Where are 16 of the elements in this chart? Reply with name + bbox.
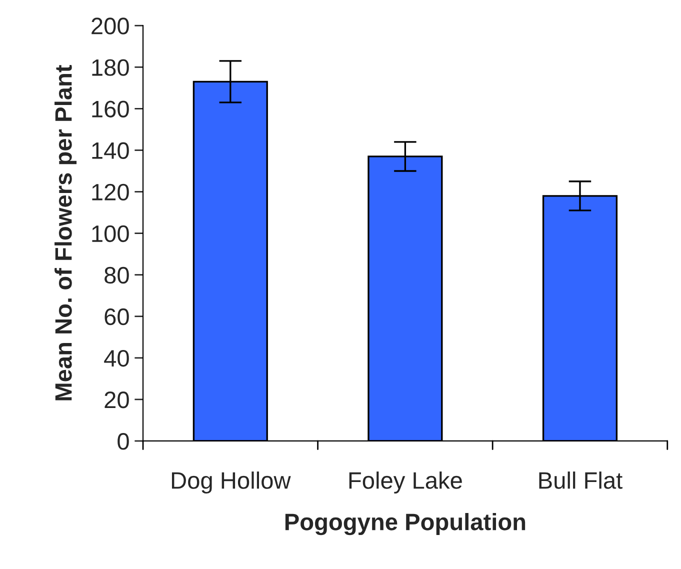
y-tick-label: 60 [104, 308, 129, 326]
y-tick-label: 40 [104, 350, 129, 367]
y-tick-label: 100 [92, 225, 129, 242]
y-tick-label: 120 [92, 184, 129, 201]
x-tick-label: Foley Lake [349, 472, 462, 494]
y-tick-label: 180 [92, 59, 129, 76]
y-tick-label: 200 [92, 18, 129, 34]
y-tick-label: 20 [104, 392, 129, 408]
y-tick-label: 140 [92, 142, 129, 160]
y-tick-label: 0 [118, 433, 129, 450]
x-tick-label: Dog Hollow [172, 472, 291, 494]
y-axis-title: Mean No. of Flowers per Plant [54, 64, 77, 400]
y-tick-label: 80 [104, 266, 129, 284]
x-tick-label: Bull Flat [539, 472, 622, 489]
x-axis-title: Pogogyne Population [285, 512, 526, 536]
y-tick-label: 160 [92, 100, 129, 118]
